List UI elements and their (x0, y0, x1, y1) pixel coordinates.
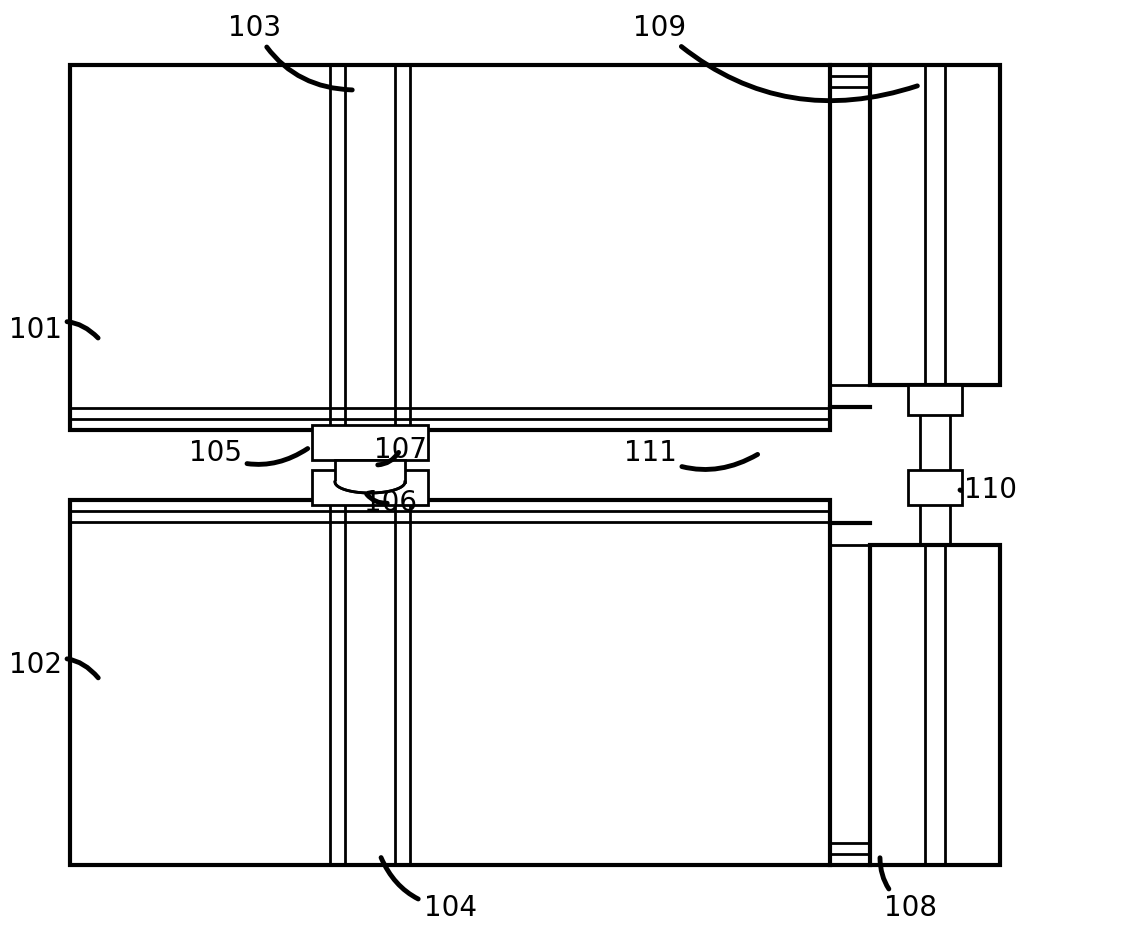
Bar (908, 385, 962, 415)
Bar (311, 425, 428, 460)
Text: 107: 107 (373, 436, 427, 465)
Bar (70, 500, 830, 865)
Bar (869, 545, 1000, 865)
Text: 102: 102 (8, 651, 98, 679)
Text: 111: 111 (624, 439, 758, 469)
Polygon shape (335, 482, 405, 493)
Text: 104: 104 (381, 857, 477, 922)
Text: 105: 105 (188, 439, 308, 467)
Text: 106: 106 (364, 489, 416, 517)
Bar (335, 460, 405, 482)
Text: 108: 108 (880, 858, 937, 922)
Text: 103: 103 (228, 14, 353, 90)
Bar (311, 470, 428, 505)
Bar (869, 65, 1000, 385)
Bar (908, 470, 962, 505)
Text: 110: 110 (960, 476, 1017, 504)
Bar (70, 65, 830, 430)
Text: 101: 101 (8, 316, 98, 344)
Text: 109: 109 (633, 14, 917, 101)
